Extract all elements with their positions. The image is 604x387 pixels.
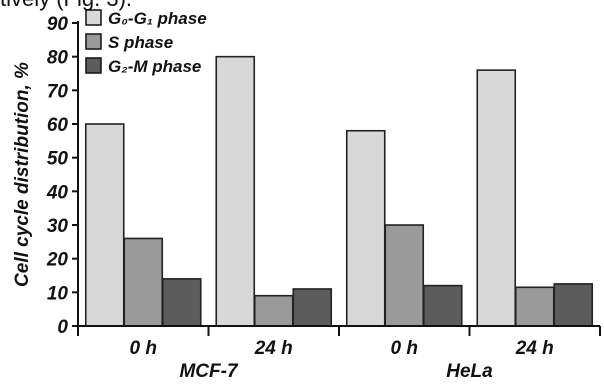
header-text-snippet: tively (Fig. 3). — [0, 0, 132, 12]
y-tick-label: 10 — [47, 283, 69, 304]
y-tick-label: 70 — [47, 81, 69, 102]
y-tick-label: 20 — [46, 250, 69, 271]
bar — [84, 123, 125, 327]
y-tick-layer: 0 10 20 30 40 50 60 70 80 90 — [46, 14, 78, 338]
legend-label: G₂-M phase — [108, 57, 201, 76]
y-tick-label: 80 — [47, 48, 69, 69]
y-tick-label: 90 — [47, 14, 69, 35]
x-tick-layer: 0 h 24 h 0 h 24 h MCF-7 HeLa — [77, 326, 601, 382]
x-category-label: 24 h — [515, 338, 554, 359]
bar — [553, 283, 594, 327]
legend-swatch — [85, 57, 102, 74]
legend-swatch — [85, 9, 102, 26]
y-tick-label: 60 — [47, 115, 69, 136]
bar — [476, 69, 517, 327]
y-axis-label: Cell cycle distribution, % — [12, 62, 33, 287]
bar — [422, 284, 463, 327]
bar — [253, 294, 294, 327]
bar — [123, 237, 164, 327]
y-tick-label: 50 — [47, 149, 69, 170]
bar — [514, 286, 555, 327]
legend-swatch — [85, 33, 102, 50]
bar-layer — [84, 55, 594, 327]
x-category-label: 0 h — [130, 338, 157, 359]
y-tick-label: 30 — [47, 216, 69, 237]
x-category-label: 0 h — [391, 338, 418, 359]
bar — [215, 55, 256, 327]
bar — [292, 288, 333, 327]
group-label: HeLa — [446, 361, 493, 382]
legend-label: G₀-G₁ phase — [108, 9, 207, 28]
y-tick-label: 0 — [57, 317, 68, 338]
x-category-label: 24 h — [254, 338, 293, 359]
bar — [384, 224, 425, 327]
legend-label: S phase — [108, 33, 173, 52]
y-tick-label: 40 — [46, 182, 69, 203]
bar — [161, 278, 202, 327]
bar — [345, 129, 386, 327]
legend: G₀-G₁ phase S phase G₂-M phase — [85, 9, 207, 76]
group-label: MCF-7 — [179, 361, 238, 382]
